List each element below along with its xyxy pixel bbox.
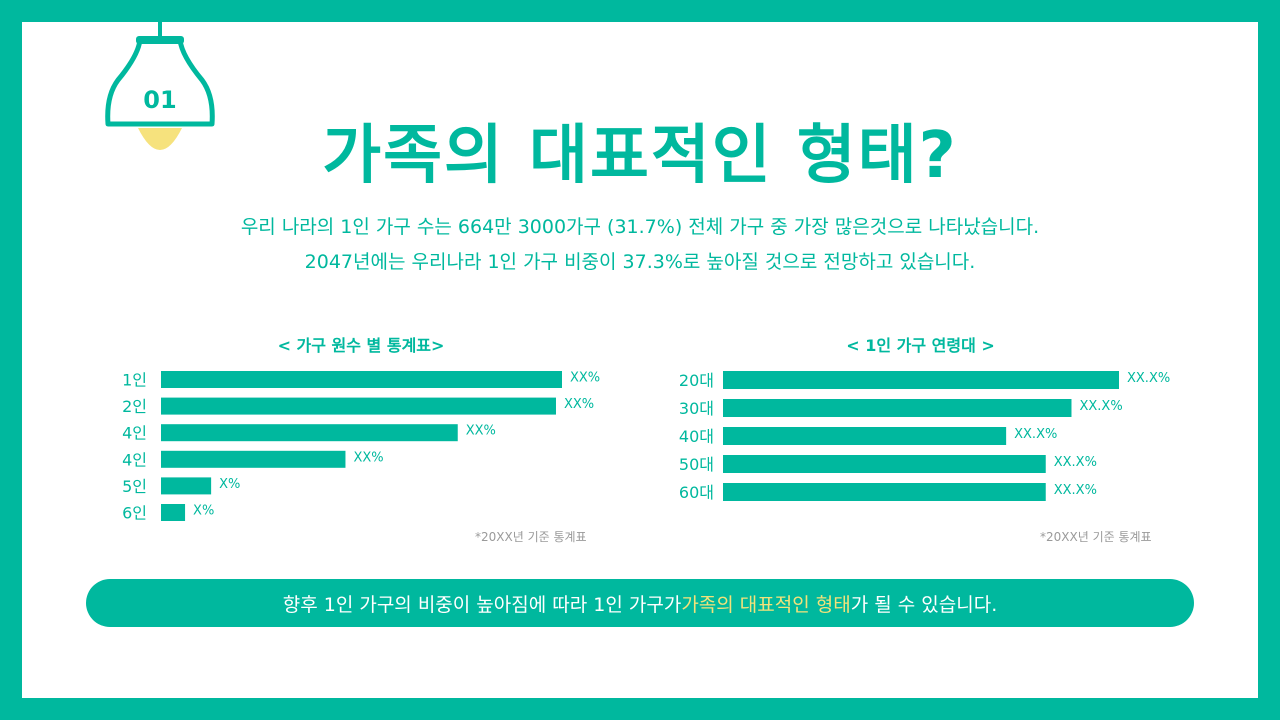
chart-1-category-label: 2인 xyxy=(122,397,147,416)
chart-1-bar xyxy=(161,450,346,468)
chart-2-bar xyxy=(723,483,1046,501)
chart-1-data-label: XX% xyxy=(353,450,383,465)
conclusion-text-after: 가 될 수 있습니다. xyxy=(850,593,998,616)
household-size-chart: 1인 XX% 2인 XX% 4인 XX% 4인 XX% 5인 X% 6인 X% xyxy=(122,371,600,523)
chart-2-data-label: XX.X% xyxy=(1054,455,1097,470)
chart-1-title: < 가구 원수 별 통계표> xyxy=(277,336,445,355)
chart-2-note: *20XX년 기준 통계표 xyxy=(1040,530,1152,544)
chart-1-bar xyxy=(161,371,562,388)
chart-2-bar xyxy=(723,427,1007,445)
chart-1-data-label: XX% xyxy=(466,424,496,439)
conclusion-banner: 향후 1인 가구의 비중이 높아짐에 따라 1인 가구가 가족의 대표적인 형태… xyxy=(86,579,1194,627)
chart-2-bar xyxy=(723,371,1119,389)
chart-1-data-label: X% xyxy=(219,477,240,492)
chart-1-bar xyxy=(161,504,186,521)
badge-number: 01 xyxy=(143,86,176,114)
chart-2-data-label: XX.X% xyxy=(1079,399,1122,414)
chart-1-category-label: 4인 xyxy=(122,424,147,443)
chart-2-category-label: 40대 xyxy=(679,427,714,446)
description-line-2: 2047년에는 우리나라 1인 가구 비중이 37.3%로 높아질 것으로 전망… xyxy=(304,251,976,273)
page-title: 가족의 대표적인 형태? xyxy=(322,119,958,193)
chart-1-data-label: XX% xyxy=(570,371,600,386)
chart-2-category-label: 50대 xyxy=(679,455,714,474)
chart-1-bar xyxy=(161,397,556,415)
chart-1-data-label: X% xyxy=(193,504,214,519)
chart-2-category-label: 20대 xyxy=(679,371,714,390)
chart-2-data-label: XX.X% xyxy=(1054,483,1097,498)
chart-1-data-label: XX% xyxy=(564,397,594,412)
chart-2-category-label: 60대 xyxy=(679,483,714,502)
chart-1-category-label: 6인 xyxy=(122,504,147,523)
chart-2-data-label: XX.X% xyxy=(1127,371,1170,386)
single-household-age-chart: 20대 XX.X% 30대 XX.X% 40대 XX.X% 50대 XX.X% 60대 XX.X% xyxy=(679,371,1170,502)
chart-1-category-label: 1인 xyxy=(122,371,147,390)
chart-2-data-label: XX.X% xyxy=(1014,427,1057,442)
chart-1-category-label: 5인 xyxy=(122,477,147,496)
chart-1-category-label: 4인 xyxy=(122,450,147,469)
chart-1-bar xyxy=(161,477,212,495)
chart-1-bar xyxy=(161,424,458,442)
chart-1-note: *20XX년 기준 통계표 xyxy=(475,530,587,544)
chart-2-bar xyxy=(723,399,1072,417)
pendant-lamp-icon: 01 xyxy=(105,0,215,150)
description-line-1: 우리 나라의 1인 가구 수는 664만 3000가구 (31.7%) 전체 가… xyxy=(240,216,1040,238)
chart-2-bar xyxy=(723,455,1046,473)
chart-2-title: < 1인 가구 연령대 > xyxy=(846,336,995,355)
conclusion-highlight: 가족의 대표적인 형태 xyxy=(681,593,851,616)
conclusion-text-before: 향후 1인 가구의 비중이 높아짐에 따라 1인 가구가 xyxy=(282,593,682,616)
chart-2-category-label: 30대 xyxy=(679,399,714,418)
